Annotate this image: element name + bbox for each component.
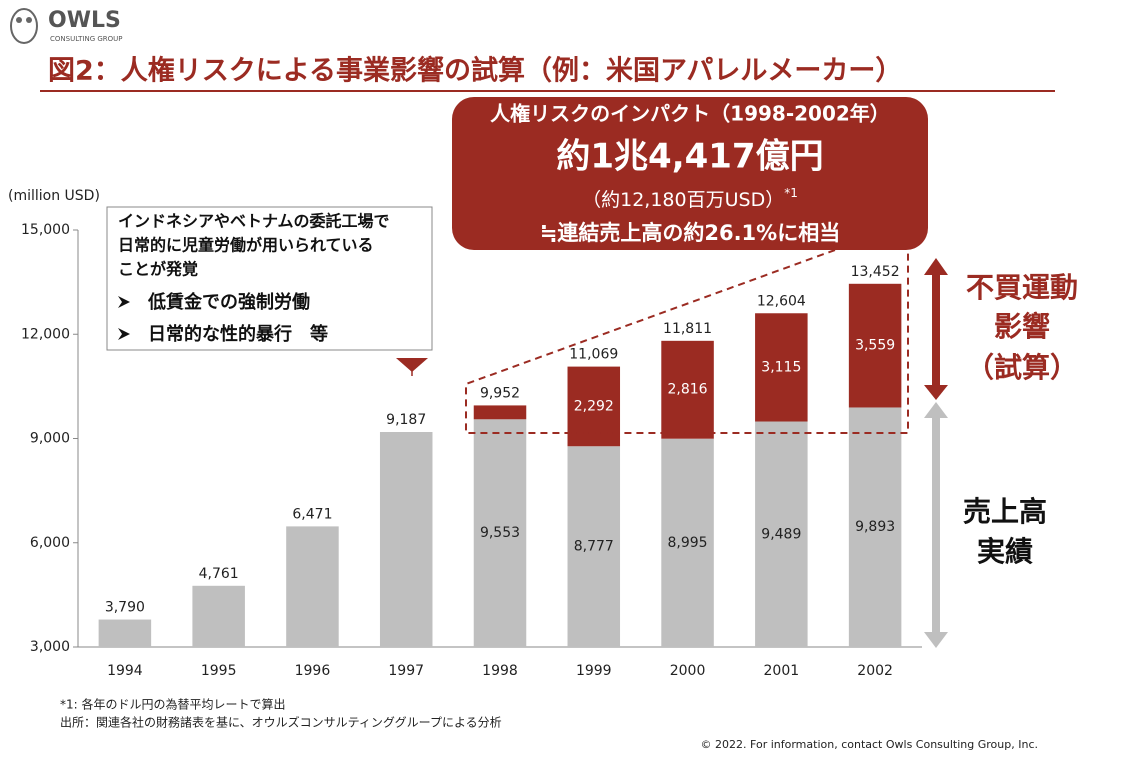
impact-amount: 約1兆4,417億円 bbox=[556, 137, 823, 177]
callout-line: 日常的に児童労働が用いられている bbox=[118, 236, 374, 255]
boycott-label: 不買運動 bbox=[966, 271, 1078, 304]
logo-eye bbox=[26, 17, 32, 23]
x-tick-label: 1994 bbox=[107, 663, 143, 679]
bar-segment bbox=[755, 313, 808, 422]
bar-value-label: 8,777 bbox=[574, 539, 614, 555]
bar-total-label: 3,790 bbox=[105, 600, 145, 616]
y-axis-label: (million USD) bbox=[8, 188, 100, 204]
logo-eye bbox=[16, 17, 22, 23]
bar-segment bbox=[379, 432, 433, 647]
y-tick-label: 6,000 bbox=[30, 535, 70, 551]
bar-total-label: 9,952 bbox=[480, 385, 520, 401]
callout-bullet: 低賃金での強制労働 bbox=[147, 291, 310, 313]
impact-note-mark: *1 bbox=[784, 186, 798, 200]
bar-total-label: 13,452 bbox=[851, 264, 900, 280]
bar-total-label: 11,811 bbox=[663, 321, 712, 337]
callout-line: ことが発覚 bbox=[118, 260, 198, 279]
arrow-head bbox=[924, 385, 948, 400]
y-tick-label: 9,000 bbox=[30, 431, 70, 447]
callout-bullet: 日常的な性的暴行 等 bbox=[148, 323, 328, 345]
x-tick-label: 1999 bbox=[576, 663, 612, 679]
bar-segment bbox=[192, 585, 245, 647]
boycott-label: （試算） bbox=[966, 351, 1078, 384]
bullet-marker bbox=[118, 296, 130, 308]
bar-value-label: 3,559 bbox=[855, 338, 895, 354]
x-tick-label: 1997 bbox=[388, 663, 424, 679]
x-tick-label: 2001 bbox=[764, 663, 800, 679]
bar-segment bbox=[848, 283, 902, 408]
callout-line: インドネシアやベトナムの委託工場で bbox=[118, 212, 390, 231]
y-tick-label: 15,000 bbox=[21, 222, 70, 238]
bar-segment bbox=[661, 340, 714, 439]
x-tick-label: 2000 bbox=[670, 663, 706, 679]
bar-segment bbox=[567, 446, 621, 647]
bar-segment bbox=[473, 405, 527, 420]
impact-usd: （約12,180百万USD）*1 bbox=[582, 186, 798, 211]
y-tick-label: 3,000 bbox=[30, 639, 70, 655]
arrow-head bbox=[924, 402, 948, 418]
bar-value-label: 8,995 bbox=[668, 535, 708, 551]
callout: インドネシアやベトナムの委託工場で 日常的に児童労働が用いられている ことが発覚… bbox=[106, 206, 433, 376]
bullet-marker bbox=[118, 328, 130, 340]
bar-value-label: 9,893 bbox=[855, 519, 895, 535]
bar-segment bbox=[755, 421, 808, 647]
x-tick-label: 1996 bbox=[295, 663, 331, 679]
bar-value-label: 9,489 bbox=[761, 526, 801, 542]
bar-value-label: 2,292 bbox=[574, 398, 614, 414]
logo: OWLS CONSULTING GROUP bbox=[10, 8, 123, 44]
arrow-head bbox=[924, 258, 948, 275]
bar-segment bbox=[473, 419, 527, 647]
footnote: *1: 各年のドル円の為替平均レートで算出 bbox=[60, 697, 286, 712]
boycott-label: 影響 bbox=[994, 310, 1050, 343]
impact-usd-value: （約12,180百万USD） bbox=[582, 189, 784, 211]
logo-owl bbox=[10, 8, 38, 44]
sales-label: 売上高 bbox=[963, 495, 1047, 528]
bar-value-label: 2,816 bbox=[668, 382, 708, 398]
bar-total-label: 4,761 bbox=[199, 566, 239, 582]
bar-segment bbox=[661, 438, 714, 647]
y-tick-label: 12,000 bbox=[21, 326, 70, 342]
bar-total-label: 11,069 bbox=[569, 347, 618, 363]
footnote: 出所：関連各社の財務諸表を基に、オウルズコンサルティンググループによる分析 bbox=[60, 715, 502, 730]
logo-name: OWLS bbox=[48, 8, 121, 33]
x-tick-label: 1998 bbox=[482, 663, 518, 679]
impact-ratio: ≒連結売上高の約26.1%に相当 bbox=[540, 221, 840, 245]
impact-box-bg bbox=[452, 97, 928, 250]
impact-heading: 人権リスクのインパクト（1998-2002年） bbox=[490, 102, 890, 126]
sales-label: 実績 bbox=[977, 535, 1033, 568]
slide-title: 図2：人権リスクによる事業影響の試算（例：米国アパレルメーカー） bbox=[48, 55, 902, 87]
bar-total-label: 9,187 bbox=[386, 412, 426, 428]
x-tick-label: 2002 bbox=[857, 663, 893, 679]
x-tick-label: 1995 bbox=[201, 663, 237, 679]
bar-segment bbox=[286, 526, 339, 647]
bar-total-label: 12,604 bbox=[757, 293, 806, 309]
callout-box bbox=[106, 206, 433, 351]
arrow-head bbox=[924, 632, 948, 648]
bar-value-label: 3,115 bbox=[761, 359, 801, 375]
bar-total-label: 6,471 bbox=[292, 506, 332, 522]
bar-segment bbox=[98, 619, 152, 647]
impact-box: 人権リスクのインパクト（1998-2002年） 約1兆4,417億円 （約12,… bbox=[452, 97, 928, 250]
side-annotations: 不買運動 影響 （試算） 売上高 実績 bbox=[924, 258, 1078, 648]
logo-tagline: CONSULTING GROUP bbox=[50, 35, 123, 43]
bar-value-label: 9,553 bbox=[480, 525, 520, 541]
copyright: © 2022. For information, contact Owls Co… bbox=[701, 738, 1038, 751]
bar-segment bbox=[848, 407, 902, 647]
plot: 3,000 6,000 9,000 12,000 15,000 1994 3,790 1995… bbox=[21, 222, 922, 679]
